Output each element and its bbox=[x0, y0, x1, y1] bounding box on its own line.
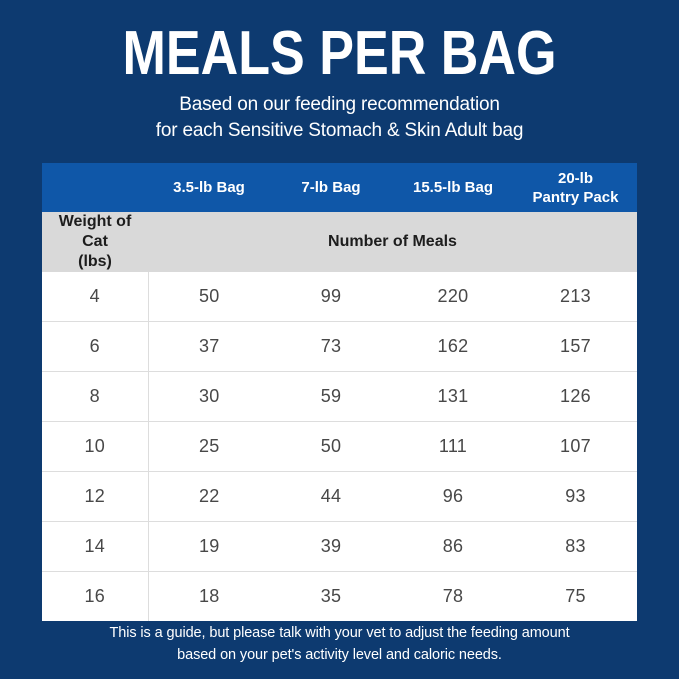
table-row: 12 22 44 96 93 bbox=[42, 471, 637, 522]
meals-count-cell: 213 bbox=[514, 272, 637, 322]
meals-count-cell: 19 bbox=[148, 521, 270, 572]
meals-count-cell: 86 bbox=[392, 521, 514, 572]
meals-count-cell: 83 bbox=[514, 521, 637, 572]
column-header-3-5-lb-bag: 3.5-lb Bag bbox=[148, 163, 270, 212]
table-row: 14 19 39 86 83 bbox=[42, 521, 637, 572]
meals-count-cell: 78 bbox=[392, 571, 514, 621]
table-row: 8 30 59 131 126 bbox=[42, 371, 637, 422]
subtitle: Based on our feeding recommendation for … bbox=[0, 92, 679, 144]
page-title: MEALS PER BAG bbox=[122, 19, 557, 88]
footer-note: This is a guide, but please talk with yo… bbox=[0, 622, 679, 666]
meals-count-cell: 99 bbox=[270, 272, 392, 322]
meals-count-cell: 30 bbox=[148, 371, 270, 422]
weight-cell: 14 bbox=[42, 521, 149, 572]
column-header-15-5-lb-bag: 15.5-lb Bag bbox=[392, 163, 514, 212]
weight-of-cat-header: Weight of Cat (lbs) bbox=[42, 212, 148, 272]
meals-count-cell: 73 bbox=[270, 321, 392, 372]
meals-count-cell: 37 bbox=[148, 321, 270, 372]
weight-cell: 16 bbox=[42, 571, 149, 621]
column-header-20-lb-pantry-pack: 20-lb Pantry Pack bbox=[514, 163, 637, 212]
table-row: 6 37 73 162 157 bbox=[42, 321, 637, 372]
meals-count-cell: 35 bbox=[270, 571, 392, 621]
meals-count-cell: 131 bbox=[392, 371, 514, 422]
meals-count-cell: 59 bbox=[270, 371, 392, 422]
table-row: 10 25 50 111 107 bbox=[42, 421, 637, 472]
meals-count-cell: 111 bbox=[392, 421, 514, 472]
meals-table-body: 4 50 99 220 213 6 37 73 162 157 8 30 59 131 126 10 25 50 1… bbox=[42, 272, 637, 621]
weight-cell: 8 bbox=[42, 371, 149, 422]
meals-count-cell: 93 bbox=[514, 471, 637, 522]
meals-count-cell: 162 bbox=[392, 321, 514, 372]
bag-size-header-row: 3.5-lb Bag 7-lb Bag 15.5-lb Bag 20-lb Pa… bbox=[42, 163, 637, 212]
table-row: 16 18 35 78 75 bbox=[42, 571, 637, 621]
meals-count-cell: 39 bbox=[270, 521, 392, 572]
table-row: 4 50 99 220 213 bbox=[42, 272, 637, 322]
meals-count-cell: 25 bbox=[148, 421, 270, 472]
meals-count-cell: 107 bbox=[514, 421, 637, 472]
weight-cell: 12 bbox=[42, 471, 149, 522]
footer-line-2: based on your pet's activity level and c… bbox=[177, 647, 502, 663]
meals-count-cell: 50 bbox=[148, 272, 270, 322]
group-header-row: Weight of Cat (lbs) Number of Meals bbox=[42, 212, 637, 272]
meals-count-cell: 44 bbox=[270, 471, 392, 522]
number-of-meals-header: Number of Meals bbox=[148, 212, 637, 272]
corner-spacer-cell bbox=[42, 163, 148, 212]
meals-count-cell: 18 bbox=[148, 571, 270, 621]
meals-count-cell: 126 bbox=[514, 371, 637, 422]
weight-cell: 4 bbox=[42, 272, 149, 322]
meals-per-bag-table: 3.5-lb Bag 7-lb Bag 15.5-lb Bag 20-lb Pa… bbox=[42, 163, 637, 621]
weight-cell: 6 bbox=[42, 321, 149, 372]
subtitle-line-2: for each Sensitive Stomach & Skin Adult … bbox=[155, 120, 524, 141]
weight-cell: 10 bbox=[42, 421, 149, 472]
meals-count-cell: 22 bbox=[148, 471, 270, 522]
meals-count-cell: 220 bbox=[392, 272, 514, 322]
meals-count-cell: 157 bbox=[514, 321, 637, 372]
column-header-7-lb-bag: 7-lb Bag bbox=[270, 163, 392, 212]
subtitle-line-1: Based on our feeding recommendation bbox=[179, 94, 500, 115]
meals-count-cell: 50 bbox=[270, 421, 392, 472]
footer-line-1: This is a guide, but please talk with yo… bbox=[109, 625, 570, 641]
meals-count-cell: 96 bbox=[392, 471, 514, 522]
meals-count-cell: 75 bbox=[514, 571, 637, 621]
